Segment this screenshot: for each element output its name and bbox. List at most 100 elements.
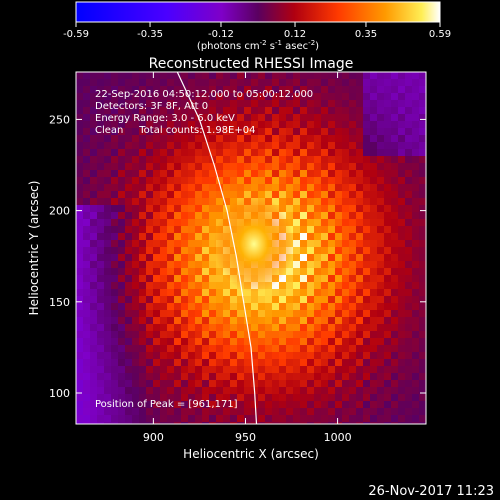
annotation-clean-counts: Clean Total counts: 1.98E+04	[95, 125, 255, 136]
heatmap-cell	[391, 240, 399, 248]
heatmap-cell	[97, 261, 105, 269]
heatmap-cell	[251, 422, 259, 424]
heatmap-cell	[202, 401, 210, 409]
heatmap-cell	[363, 345, 371, 353]
heatmap-cell	[90, 401, 98, 409]
heatmap-cell	[76, 401, 84, 409]
heatmap-cell	[321, 331, 329, 339]
heatmap-cell	[377, 261, 385, 269]
heatmap-cell	[202, 149, 210, 157]
heatmap-cell	[209, 289, 217, 297]
heatmap-cell	[321, 366, 329, 374]
heatmap-cell	[181, 198, 189, 206]
heatmap-cell	[160, 93, 168, 101]
heatmap-cell	[132, 338, 140, 346]
heatmap-cell	[167, 240, 175, 248]
heatmap-cell	[230, 198, 238, 206]
heatmap-cell	[76, 408, 84, 416]
heatmap-cell	[335, 380, 343, 388]
heatmap-cell	[181, 366, 189, 374]
heatmap-cell	[398, 170, 406, 178]
heatmap-cell	[384, 401, 392, 409]
heatmap-cell	[321, 163, 329, 171]
heatmap-cell	[377, 401, 385, 409]
heatmap-cell	[167, 324, 175, 332]
heatmap-cell	[300, 331, 308, 339]
heatmap-cell	[111, 72, 119, 80]
heatmap-cell	[139, 156, 147, 164]
heatmap-cell	[174, 394, 182, 402]
heatmap-cell	[265, 422, 273, 424]
heatmap-cell	[398, 303, 406, 311]
heatmap-cell	[314, 359, 322, 367]
heatmap-cell	[356, 373, 364, 381]
heatmap-cell	[391, 114, 399, 122]
heatmap-cell	[405, 156, 413, 164]
heatmap-cell	[132, 212, 140, 220]
heatmap-cell	[405, 338, 413, 346]
heatmap-cell	[76, 149, 84, 157]
heatmap-cell	[139, 338, 147, 346]
heatmap-cell	[195, 317, 203, 325]
heatmap-cell	[153, 408, 161, 416]
heatmap-cell	[174, 331, 182, 339]
heatmap-cell	[349, 163, 357, 171]
heatmap-cell	[251, 317, 259, 325]
heatmap-cell	[153, 149, 161, 157]
heatmap-cell	[412, 86, 420, 94]
heatmap-cell	[153, 352, 161, 360]
heatmap-cell	[258, 324, 266, 332]
heatmap-cell	[412, 233, 420, 241]
heatmap-cell	[300, 135, 308, 143]
heatmap-cell	[132, 289, 140, 297]
heatmap-cell	[76, 219, 84, 227]
heatmap-cell	[118, 226, 126, 234]
heatmap-cell	[272, 128, 280, 136]
heatmap-cell	[356, 72, 364, 80]
heatmap-cell	[335, 205, 343, 213]
heatmap-cell	[174, 219, 182, 227]
heatmap-cell	[230, 135, 238, 143]
heatmap-cell	[293, 415, 301, 423]
heatmap-cell	[412, 275, 420, 283]
heatmap-cell	[419, 226, 426, 234]
heatmap-cell	[412, 247, 420, 255]
heatmap-cell	[188, 149, 196, 157]
heatmap-cell	[76, 373, 84, 381]
heatmap-cell	[202, 373, 210, 381]
heatmap-cell	[321, 212, 329, 220]
heatmap-cell	[314, 128, 322, 136]
heatmap-cell	[377, 408, 385, 416]
heatmap-cell	[160, 275, 168, 283]
plot-frame	[75, 71, 427, 425]
heatmap-cell	[265, 163, 273, 171]
heatmap-cell	[363, 275, 371, 283]
heatmap-cell	[167, 184, 175, 192]
heatmap-cell	[97, 170, 105, 178]
heatmap-cell	[384, 247, 392, 255]
heatmap-cell	[307, 394, 315, 402]
heatmap-cell	[76, 205, 84, 213]
heatmap-cell	[237, 163, 245, 171]
heatmap-cell	[223, 128, 231, 136]
heatmap-cell	[76, 191, 84, 199]
heatmap-cell	[398, 191, 406, 199]
heatmap-cell	[153, 366, 161, 374]
heatmap-cell	[286, 380, 294, 388]
heatmap-cell	[384, 268, 392, 276]
heatmap-cell	[419, 268, 426, 276]
heatmap-cell	[314, 415, 322, 423]
heatmap-cell	[307, 366, 315, 374]
heatmap-cell	[139, 408, 147, 416]
heatmap-cell	[216, 156, 224, 164]
heatmap-cell	[377, 72, 385, 80]
heatmap-cell	[76, 268, 84, 276]
heatmap-cell	[195, 275, 203, 283]
heatmap-cell	[258, 184, 266, 192]
heatmap-cell	[223, 331, 231, 339]
heatmap-cell	[293, 324, 301, 332]
heatmap-cell	[251, 401, 259, 409]
heatmap-cell	[90, 268, 98, 276]
heatmap-cell	[181, 359, 189, 367]
